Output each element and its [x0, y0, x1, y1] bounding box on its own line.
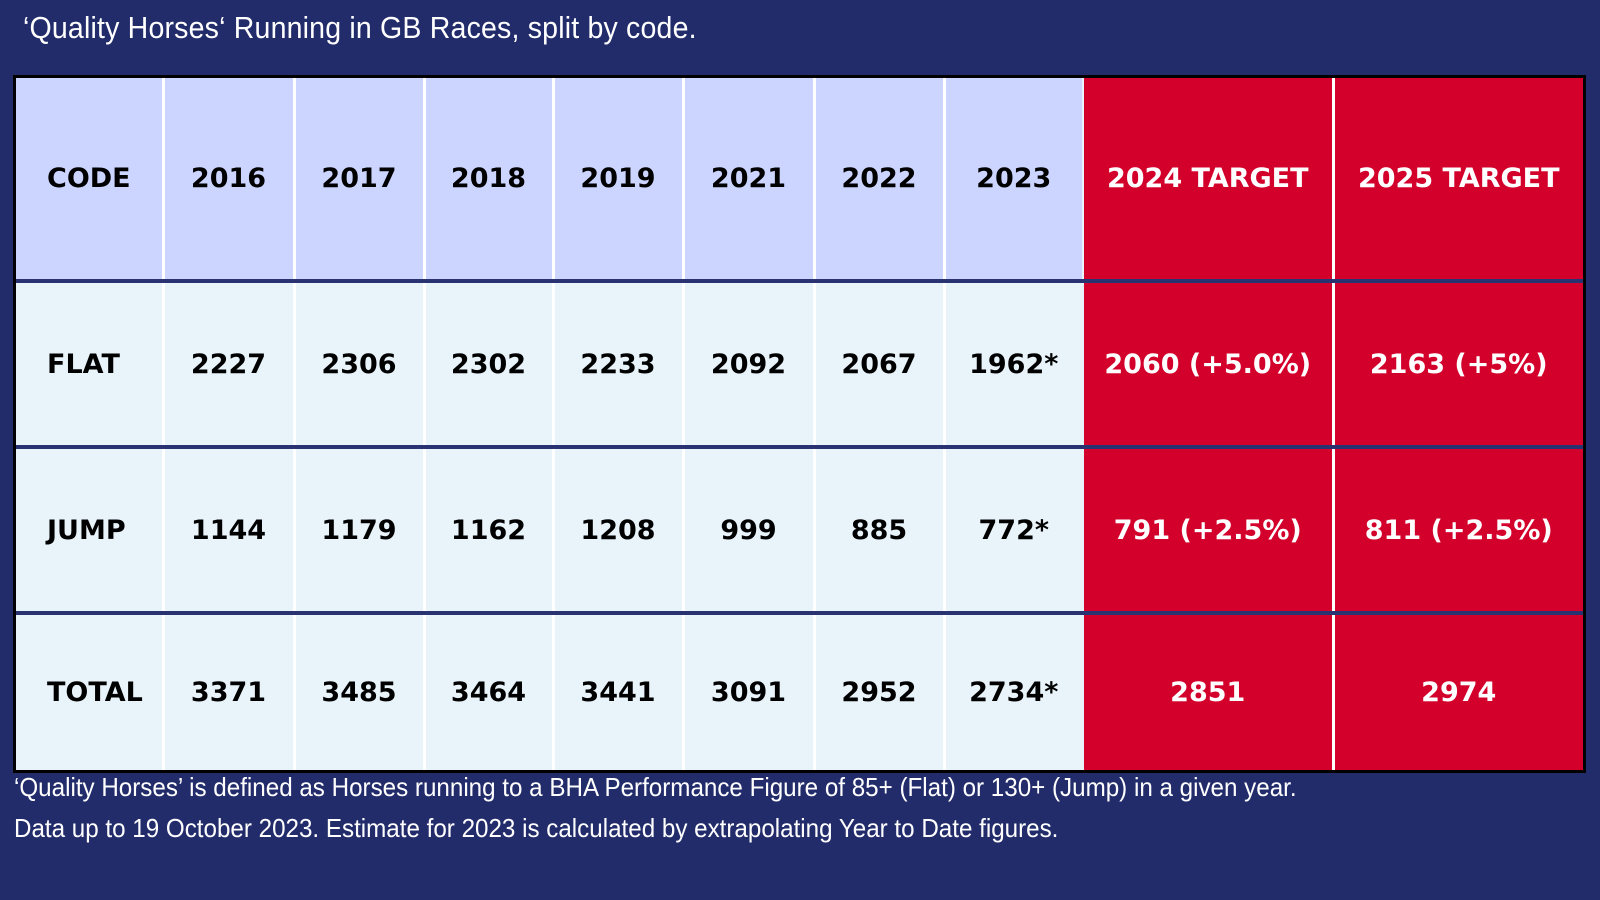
- cell-value: 3464: [422, 611, 553, 770]
- row-label: JUMP: [16, 445, 163, 614]
- cell-value: 2302: [422, 278, 553, 448]
- cell-value: 2233: [551, 278, 683, 448]
- table-row-total: TOTAL 3371 3485 3464 3441 3091 2952 2734…: [16, 611, 1583, 770]
- header-2024-target: 2024 TARGET: [1082, 78, 1333, 281]
- cell-value: 1162: [422, 445, 553, 614]
- cell-target-2024: 2851: [1082, 611, 1333, 770]
- row-label: TOTAL: [16, 611, 163, 770]
- header-2025-target: 2025 TARGET: [1331, 78, 1583, 281]
- page-title: ‘Quality Horses‘ Running in GB Races, sp…: [23, 10, 697, 45]
- cell-value: 1208: [551, 445, 683, 614]
- cell-value: 3371: [161, 611, 294, 770]
- header-2023: 2023: [942, 78, 1083, 281]
- data-table-container: CODE 2016 2017 2018 2019 2021 2022 2023 …: [13, 75, 1586, 773]
- cell-value: 3441: [551, 611, 683, 770]
- footnote-data-source: Data up to 19 October 2023. Estimate for…: [14, 813, 1059, 843]
- cell-value: 2092: [681, 278, 814, 448]
- cell-target-2025: 2163 (+5%): [1331, 278, 1583, 448]
- cell-value: 2227: [161, 278, 294, 448]
- footnote-definition: ‘Quality Horses’ is defined as Horses ru…: [14, 772, 1297, 802]
- header-2021: 2021: [681, 78, 814, 281]
- header-code: CODE: [16, 78, 163, 281]
- table-row-jump: JUMP 1144 1179 1162 1208 999 885 772* 79…: [16, 445, 1583, 614]
- cell-target-2025: 2974: [1331, 611, 1583, 770]
- table-row-flat: FLAT 2227 2306 2302 2233 2092 2067 1962*…: [16, 278, 1583, 448]
- cell-value: 999: [681, 445, 814, 614]
- cell-value-estimate: 1962*: [942, 278, 1083, 448]
- header-row: CODE 2016 2017 2018 2019 2021 2022 2023 …: [16, 78, 1583, 281]
- cell-value-estimate: 772*: [942, 445, 1083, 614]
- header-2022: 2022: [812, 78, 944, 281]
- cell-target-2024: 791 (+2.5%): [1082, 445, 1333, 614]
- cell-value: 3091: [681, 611, 814, 770]
- cell-value: 1144: [161, 445, 294, 614]
- cell-value: 1179: [292, 445, 424, 614]
- cell-target-2024: 2060 (+5.0%): [1082, 278, 1333, 448]
- cell-value: 885: [812, 445, 944, 614]
- cell-value: 2306: [292, 278, 424, 448]
- header-2016: 2016: [161, 78, 294, 281]
- quality-horses-table: CODE 2016 2017 2018 2019 2021 2022 2023 …: [16, 78, 1583, 770]
- header-2017: 2017: [292, 78, 424, 281]
- cell-value: 2067: [812, 278, 944, 448]
- cell-value: 3485: [292, 611, 424, 770]
- cell-target-2025: 811 (+2.5%): [1331, 445, 1583, 614]
- header-2018: 2018: [422, 78, 553, 281]
- cell-value: 2952: [812, 611, 944, 770]
- header-2019: 2019: [551, 78, 683, 281]
- cell-value-estimate: 2734*: [942, 611, 1083, 770]
- row-label: FLAT: [16, 278, 163, 448]
